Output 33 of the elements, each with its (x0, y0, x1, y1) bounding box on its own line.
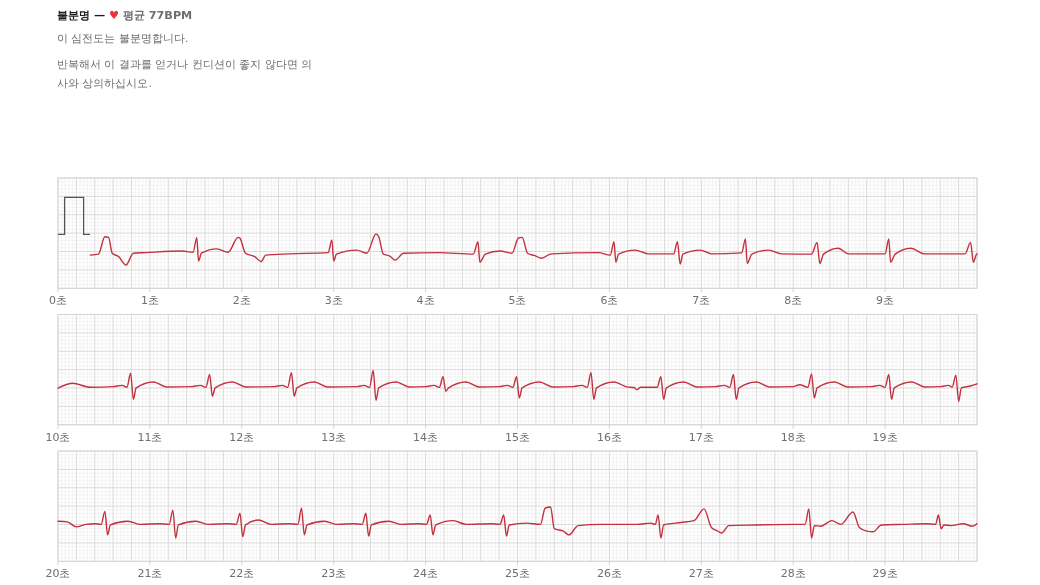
x-tick-label: 5초 (508, 294, 527, 308)
x-tick-label: 19초 (872, 430, 898, 444)
x-tick-label: 12초 (229, 430, 255, 444)
x-tick-label: 1초 (140, 294, 159, 308)
x-tick-label: 2초 (232, 294, 251, 308)
x-tick-label: 15초 (505, 430, 530, 444)
x-tick-label: 22초 (229, 567, 255, 581)
x-tick-label: 13초 (321, 430, 347, 444)
x-tick-label: 21초 (137, 567, 163, 581)
x-tick-label: 4초 (416, 294, 435, 308)
x-tick-label: 10초 (45, 430, 71, 444)
x-tick-label: 14초 (413, 430, 439, 444)
x-tick-label: 11초 (137, 430, 163, 444)
x-tick-label: 0초 (49, 294, 67, 308)
x-tick-label: 24초 (413, 567, 439, 581)
x-tick-label: 20초 (45, 567, 71, 581)
x-tick-label: 3초 (324, 294, 343, 308)
x-tick-label: 7초 (692, 294, 711, 308)
x-tick-label: 17초 (688, 430, 714, 444)
x-tick-label: 6초 (600, 294, 619, 308)
chart-title: 불분명 — ♥ 평균 77BPM (57, 9, 193, 22)
x-tick-label: 18초 (780, 430, 806, 444)
x-tick-label: 16초 (596, 430, 622, 444)
x-tick-label: 28초 (780, 567, 806, 581)
x-tick-label: 27초 (688, 567, 714, 581)
x-tick-label: 9초 (876, 294, 895, 308)
x-tick-label: 29초 (872, 567, 898, 581)
x-tick-label: 25초 (505, 567, 530, 581)
x-tick-label: 8초 (784, 294, 803, 308)
x-tick-label: 26초 (596, 567, 622, 581)
text: 반복해서 이 결과를 얻거나 컨디션이 좋지 않다면 의사와 상의하십시오. (57, 58, 313, 90)
chart-subtitle: 이 심전도는 불분명합니다. (57, 32, 189, 45)
x-tick-label: 23초 (321, 567, 347, 581)
